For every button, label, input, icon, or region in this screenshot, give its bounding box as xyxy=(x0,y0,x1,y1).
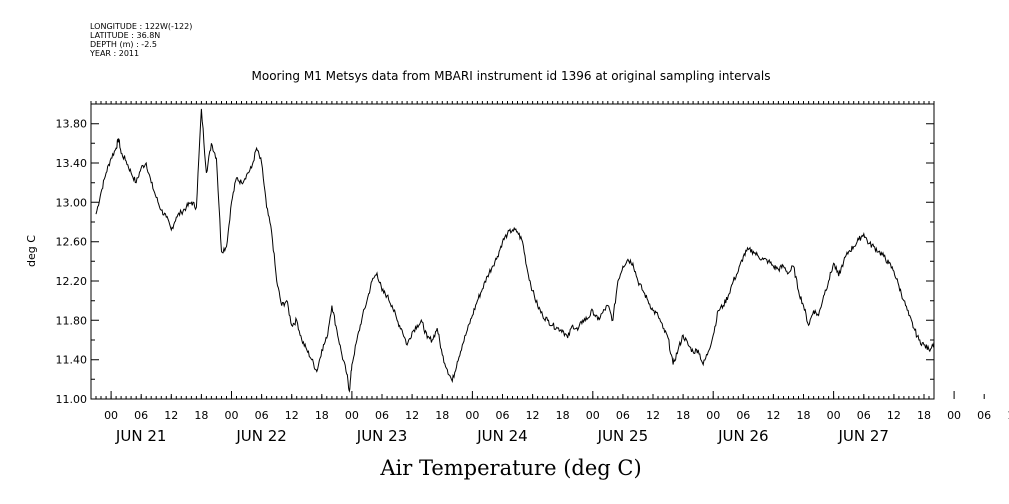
metadata-block: LONGITUDE : 122W(-122) LATITUDE : 36.8N … xyxy=(90,22,192,58)
minor-ticks xyxy=(90,101,935,399)
x-day-label: JUN 27 xyxy=(838,427,889,445)
x-tick-label: 00 xyxy=(104,409,118,422)
y-tick-label: 12.20 xyxy=(56,275,88,288)
x-day-label: JUN 25 xyxy=(597,427,648,445)
plot-frame xyxy=(90,103,935,400)
x-tick-label: 18 xyxy=(194,409,208,422)
x-tick-label: 12 xyxy=(164,409,178,422)
x-day-label: JUN 24 xyxy=(476,427,527,445)
x-day-label: JUN 22 xyxy=(235,427,286,445)
x-tick-label: 12 xyxy=(405,409,419,422)
y-tick-label: 12.60 xyxy=(56,236,88,249)
latitude-label: LATITUDE : 36.8N xyxy=(90,31,161,40)
x-tick-label: 12 xyxy=(526,409,540,422)
x-tick-label: 00 xyxy=(465,409,479,422)
y-tick-label: 13.80 xyxy=(56,118,88,131)
y-tick-marks xyxy=(91,103,934,400)
x-tick-label: 12 xyxy=(766,409,780,422)
y-axis-label: deg C xyxy=(25,235,38,267)
x-tick-label: 12 xyxy=(646,409,660,422)
x-day-label: JUN 26 xyxy=(717,427,768,445)
y-tick-label: 13.40 xyxy=(56,157,88,170)
x-tick-label: 12 xyxy=(1007,409,1009,422)
x-tick-label: 00 xyxy=(947,409,961,422)
x-tick-label: 06 xyxy=(977,409,991,422)
y-tick-label: 13.00 xyxy=(56,196,88,209)
x-day-label: JUN 23 xyxy=(356,427,407,445)
minor-tick-marks xyxy=(90,101,935,399)
x-tick-label: 00 xyxy=(827,409,841,422)
x-tick-label: 18 xyxy=(676,409,690,422)
series-line xyxy=(95,108,935,393)
x-tick-label: 18 xyxy=(917,409,931,422)
x-tick-label: 18 xyxy=(556,409,570,422)
x-tick-label: 06 xyxy=(736,409,750,422)
x-tick-label: 00 xyxy=(225,409,239,422)
y-tick-label: 11.80 xyxy=(56,314,88,327)
x-day-label: JUN 21 xyxy=(115,427,166,445)
y-axis: 11.00 11.40 11.80 12.20 12.60 13.00 13.40 13.80 xyxy=(56,103,934,406)
x-tick-label: 06 xyxy=(255,409,269,422)
chart-title: Mooring M1 Metsys data from MBARI instru… xyxy=(252,69,771,83)
x-tick-label: 06 xyxy=(616,409,630,422)
depth-label: DEPTH (m) : -2.5 xyxy=(90,40,157,49)
x-tick-label: 06 xyxy=(134,409,148,422)
x-tick-marks xyxy=(110,391,985,399)
x-tick-label: 18 xyxy=(315,409,329,422)
year-label: YEAR : 2011 xyxy=(90,49,140,58)
x-axis-label: Air Temperature (deg C) xyxy=(379,456,641,480)
x-tick-label: 06 xyxy=(857,409,871,422)
x-tick-label: 18 xyxy=(797,409,811,422)
x-tick-label: 06 xyxy=(375,409,389,422)
x-tick-label: 00 xyxy=(345,409,359,422)
x-tick-label: 00 xyxy=(706,409,720,422)
x-tick-label: 18 xyxy=(435,409,449,422)
x-axis: 00 06 12 18 00 06 12 18 00 06 12 18 00 06 12 18 00 06 12 18… xyxy=(104,391,1009,445)
x-tick-label: 12 xyxy=(285,409,299,422)
longitude-label: LONGITUDE : 122W(-122) xyxy=(90,22,193,31)
y-tick-label: 11.40 xyxy=(56,354,88,367)
y-tick-label: 11.00 xyxy=(56,393,88,406)
x-tick-label: 06 xyxy=(495,409,509,422)
x-tick-label: 00 xyxy=(586,409,600,422)
x-tick-label: 12 xyxy=(887,409,901,422)
